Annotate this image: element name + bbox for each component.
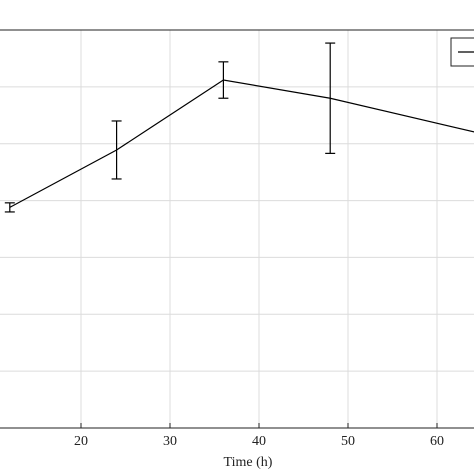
error-bar xyxy=(111,120,122,180)
error-bar xyxy=(218,61,229,99)
x-tick-label: 40 xyxy=(252,434,266,449)
x-tick-label: 20 xyxy=(74,434,88,449)
x-axis-label: Time (h) xyxy=(224,455,273,470)
x-tick-label: 50 xyxy=(341,434,355,449)
plot-frame xyxy=(0,29,474,429)
error-bar xyxy=(4,202,15,213)
x-tick-label: 60 xyxy=(430,434,444,449)
x-tick-label: 30 xyxy=(163,434,177,449)
error-bar xyxy=(325,42,336,154)
